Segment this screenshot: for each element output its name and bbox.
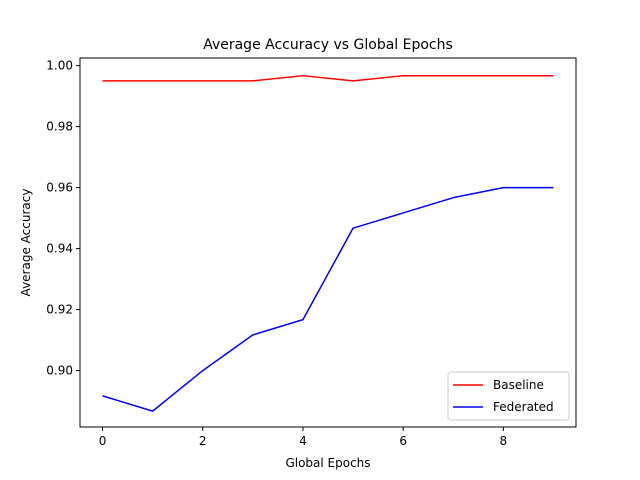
legend-label-federated: Federated <box>493 400 554 414</box>
y-tick-label: 0.98 <box>46 120 73 134</box>
y-tick-label: 0.90 <box>46 364 73 378</box>
y-tick-label: 0.92 <box>46 303 73 317</box>
x-axis: 0 2 4 6 8 <box>99 427 507 448</box>
legend: Baseline Federated <box>447 371 570 421</box>
x-axis-label: Global Epochs <box>285 456 370 470</box>
series-line-federated <box>102 186 554 412</box>
y-tick-label: 0.96 <box>46 181 73 195</box>
x-tick-label: 4 <box>299 434 307 448</box>
x-tick-label: 8 <box>500 434 508 448</box>
series-group <box>102 74 554 412</box>
x-tick-label: 2 <box>199 434 207 448</box>
y-tick-label: 1.00 <box>46 59 73 73</box>
y-tick-label: 0.94 <box>46 242 73 256</box>
chart-title: Average Accuracy vs Global Epochs <box>203 37 453 53</box>
x-tick-label: 0 <box>99 434 107 448</box>
legend-label-baseline: Baseline <box>493 378 544 392</box>
x-tick-label: 6 <box>399 434 407 448</box>
y-axis: 0.90 0.92 0.94 0.96 0.98 1.00 <box>46 59 80 378</box>
plot-area <box>79 57 577 428</box>
series-line-baseline <box>102 74 554 82</box>
legend-box <box>447 371 570 421</box>
y-axis-label: Average Accuracy <box>19 189 33 297</box>
